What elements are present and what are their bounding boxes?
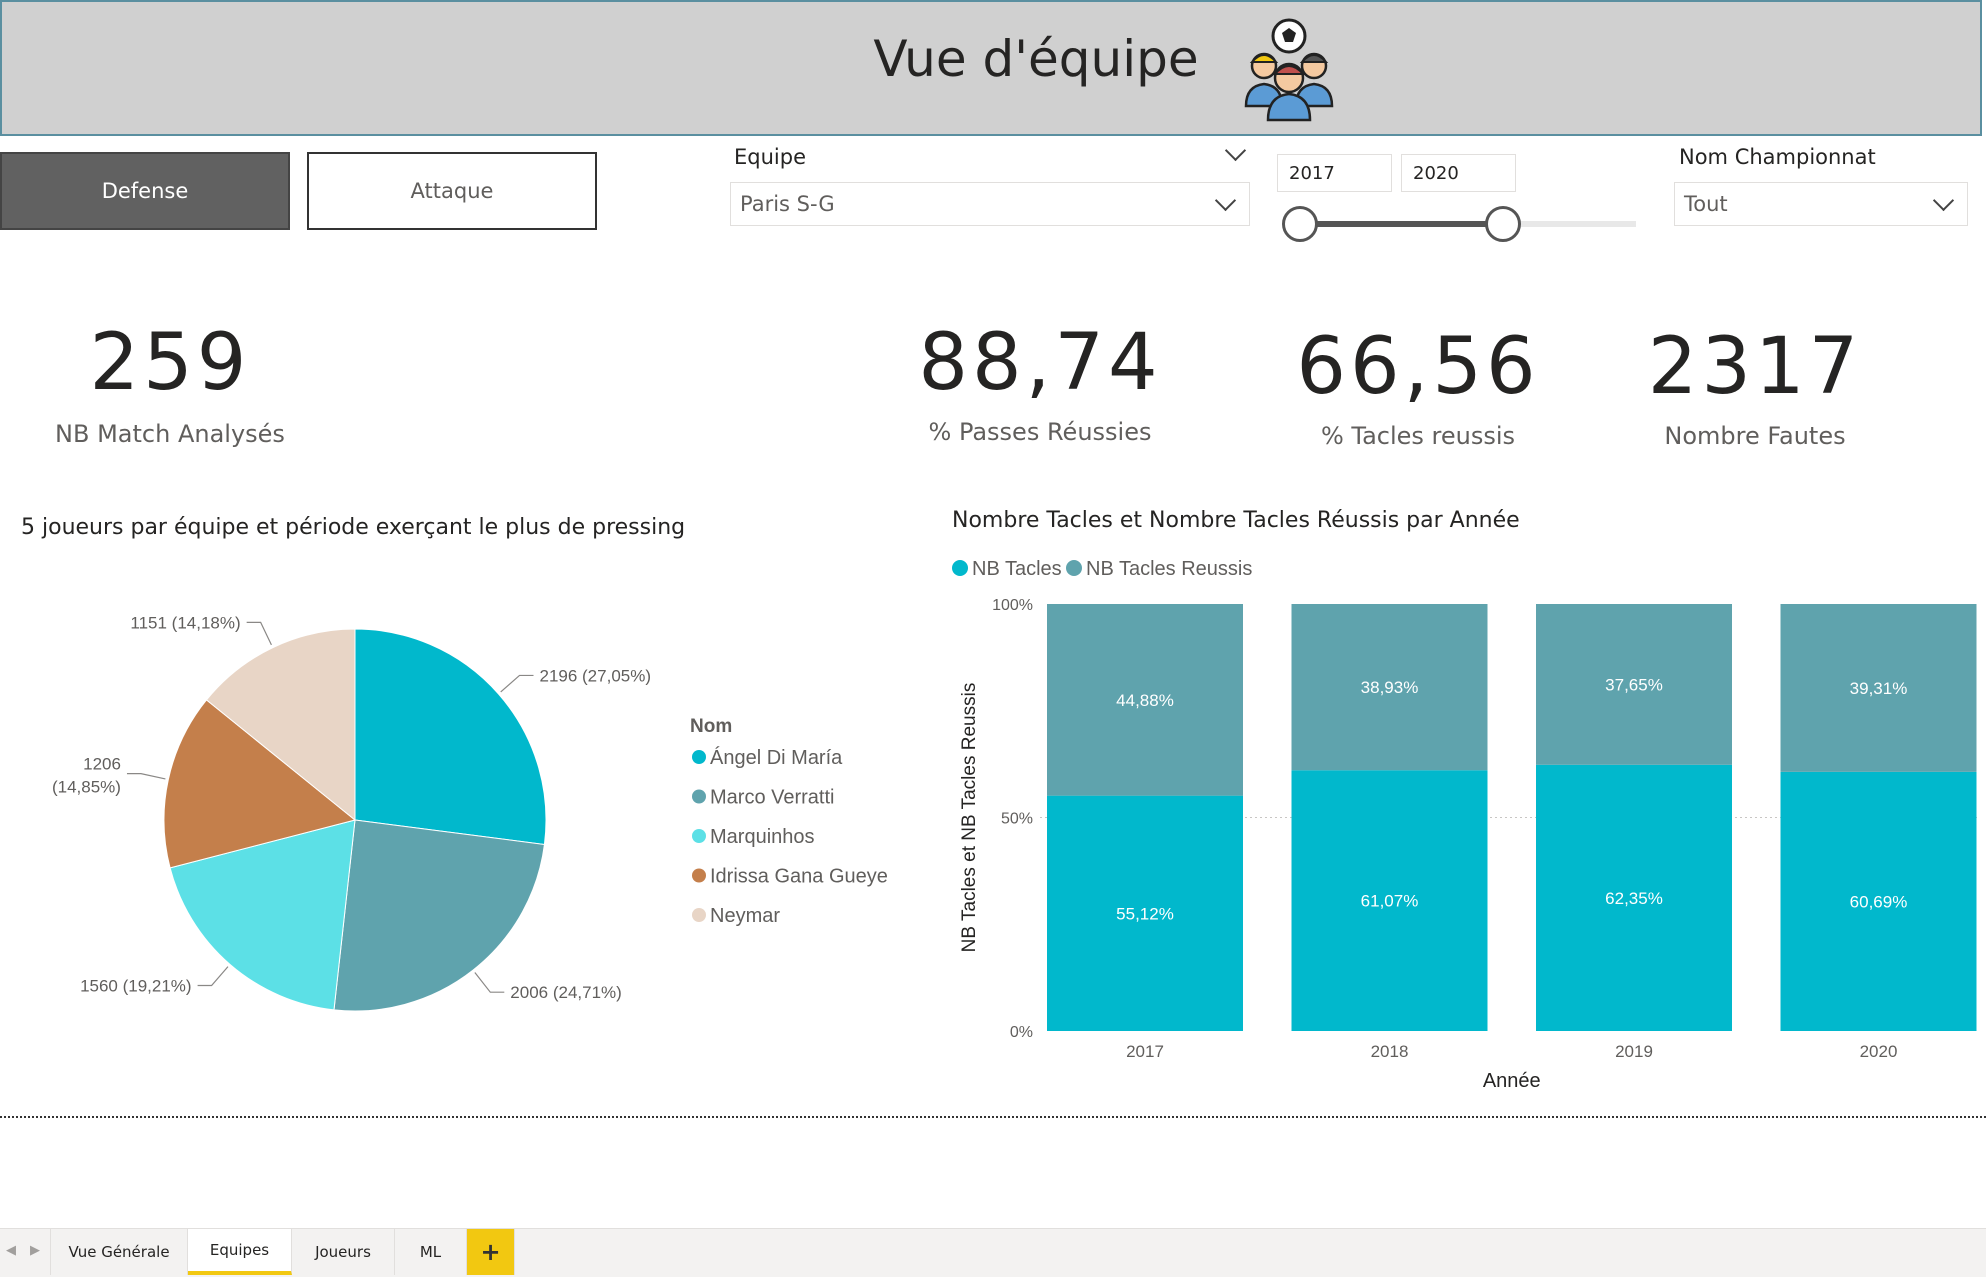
page-title: Vue d'équipe	[873, 30, 1199, 88]
year-end-input[interactable]: 2020	[1401, 154, 1516, 192]
pie-leader-line	[474, 972, 505, 993]
championnat-selected-value: Tout	[1684, 192, 1728, 216]
legend-item-label: Idrissa Gana Gueye	[710, 866, 888, 888]
tab-vue-generale[interactable]: Vue Générale	[50, 1229, 188, 1275]
bar-data-label: 62,35%	[1605, 889, 1663, 908]
bar-segment	[1536, 764, 1732, 1031]
bar-data-label: 44,88%	[1116, 691, 1174, 710]
pie-data-label: 2196 (27,05%)	[539, 666, 651, 685]
bar-segment	[1047, 795, 1243, 1031]
bar-segment	[1536, 604, 1732, 765]
pie-chart: 2196 (27,05%) 2006 (24,71%) 1560 (19,21%) 1…	[52, 613, 888, 1012]
x-tick-label: 2019	[1615, 1042, 1653, 1061]
tab-scroll-right-icon[interactable]: ▶	[30, 1243, 40, 1258]
tab-equipes[interactable]: Equipes	[188, 1229, 292, 1275]
bar-data-label: 55,12%	[1116, 904, 1174, 923]
pie-slice	[205, 628, 356, 822]
championnat-dropdown[interactable]: Tout	[1674, 182, 1968, 226]
bar-segment	[1780, 604, 1977, 772]
pie-slice	[333, 819, 545, 1012]
tab-scroll-left-icon[interactable]: ◀	[6, 1243, 16, 1258]
legend-swatch	[1066, 560, 1082, 576]
page-divider	[0, 1116, 1986, 1118]
bar-data-label: 39,31%	[1850, 679, 1908, 698]
x-tick-label: 2017	[1126, 1042, 1164, 1061]
legend-swatch	[952, 560, 968, 576]
bar-legend: NB Tacles NB Tacles Reussis	[952, 558, 1252, 580]
y-axis-title: NB Tacles et NB Tacles Reussis	[959, 683, 980, 953]
pie-data-label: 1206 (14,85%)	[52, 755, 121, 797]
legend-swatch	[692, 750, 706, 764]
equipe-collapse-chevron-icon[interactable]	[1224, 139, 1247, 163]
add-page-button[interactable]: +	[467, 1229, 515, 1275]
bar-chart-title: Nombre Tacles et Nombre Tacles Réussis p…	[952, 508, 1520, 533]
legend-swatch	[692, 829, 706, 843]
pie-leader-line	[126, 773, 166, 780]
pie-slice	[354, 628, 547, 846]
y-tick-label: 50%	[1001, 811, 1033, 828]
chevron-down-icon	[1932, 189, 1955, 212]
kpi-matches-value: 259	[89, 318, 251, 408]
kpi-matches-label: NB Match Analysés	[55, 420, 285, 448]
attaque-button[interactable]: Attaque	[307, 152, 597, 230]
bar-segment	[1047, 604, 1243, 796]
year-slider-range	[1300, 221, 1503, 227]
tab-joueurs[interactable]: Joueurs	[292, 1229, 395, 1275]
legend-item-label: Marco Verratti	[710, 787, 834, 809]
kpi-fautes-value: 2317	[1647, 322, 1863, 412]
year-slider-end-handle[interactable]	[1485, 206, 1521, 242]
report-header	[0, 0, 1982, 136]
kpi-passes-label: % Passes Réussies	[928, 418, 1152, 446]
team-players-icon	[1244, 18, 1334, 122]
defense-button[interactable]: Defense	[0, 152, 290, 230]
bar-segment	[1291, 604, 1488, 771]
legend-item-label: NB Tacles	[972, 558, 1062, 580]
y-tick-label: 100%	[992, 597, 1033, 614]
kpi-passes-value: 88,74	[918, 318, 1162, 408]
equipe-slicer-label: Equipe	[734, 145, 806, 169]
equipe-selected-value: Paris S-G	[740, 192, 835, 216]
y-tick-label: 0%	[1010, 1024, 1033, 1041]
stacked-bar-chart: NB Tacles NB Tacles Reussis 0% 50% 100% NB Ta…	[952, 558, 1980, 1092]
legend-swatch	[692, 908, 706, 922]
legend-item-label: NB Tacles Reussis	[1086, 558, 1252, 580]
legend-item-label: Ángel Di María	[710, 746, 843, 769]
year-start-input[interactable]: 2017	[1277, 154, 1392, 192]
x-axis-title: Année	[1483, 1070, 1541, 1092]
pie-slice	[169, 819, 356, 1011]
pie-data-label: 2006 (24,71%)	[510, 983, 622, 1002]
bar-data-label: 60,69%	[1850, 892, 1908, 911]
legend-item-label: Neymar	[710, 905, 780, 927]
bar-segment	[1291, 770, 1488, 1031]
pie-slice	[163, 699, 357, 869]
equipe-dropdown[interactable]: Paris S-G	[730, 182, 1250, 226]
pie-leader-line	[500, 674, 534, 693]
chevron-down-icon	[1214, 189, 1237, 212]
page-tab-bar: ◀ ▶ Vue Générale Equipes Joueurs ML +	[0, 1228, 1986, 1277]
legend-swatch	[692, 868, 706, 883]
legend-item-label: Marquinhos	[710, 826, 815, 848]
tab-ml[interactable]: ML	[395, 1229, 467, 1275]
year-slider-start-handle[interactable]	[1282, 206, 1318, 242]
kpi-fautes-label: Nombre Fautes	[1664, 422, 1846, 450]
bar-data-label: 38,93%	[1361, 678, 1419, 697]
championnat-slicer-label: Nom Championnat	[1679, 145, 1876, 169]
pie-data-label: 1560 (19,21%)	[80, 977, 192, 996]
bar-data-label: 37,65%	[1605, 675, 1663, 694]
x-tick-label: 2018	[1371, 1042, 1409, 1061]
pie-leader-line	[246, 621, 272, 646]
legend-swatch	[692, 789, 706, 804]
kpi-tacles-label: % Tacles reussis	[1320, 422, 1516, 450]
pie-data-label: 1151 (14,18%)	[130, 613, 240, 632]
bar-data-label: 61,07%	[1361, 892, 1419, 911]
kpi-tacles-value: 66,56	[1296, 322, 1540, 412]
pie-leader-line	[197, 966, 229, 987]
bar-segment	[1780, 771, 1977, 1031]
x-tick-label: 2020	[1860, 1042, 1898, 1061]
pie-chart-title: 5 joueurs par équipe et période exerçant…	[21, 515, 686, 540]
pie-legend-title: Nom	[690, 716, 732, 737]
